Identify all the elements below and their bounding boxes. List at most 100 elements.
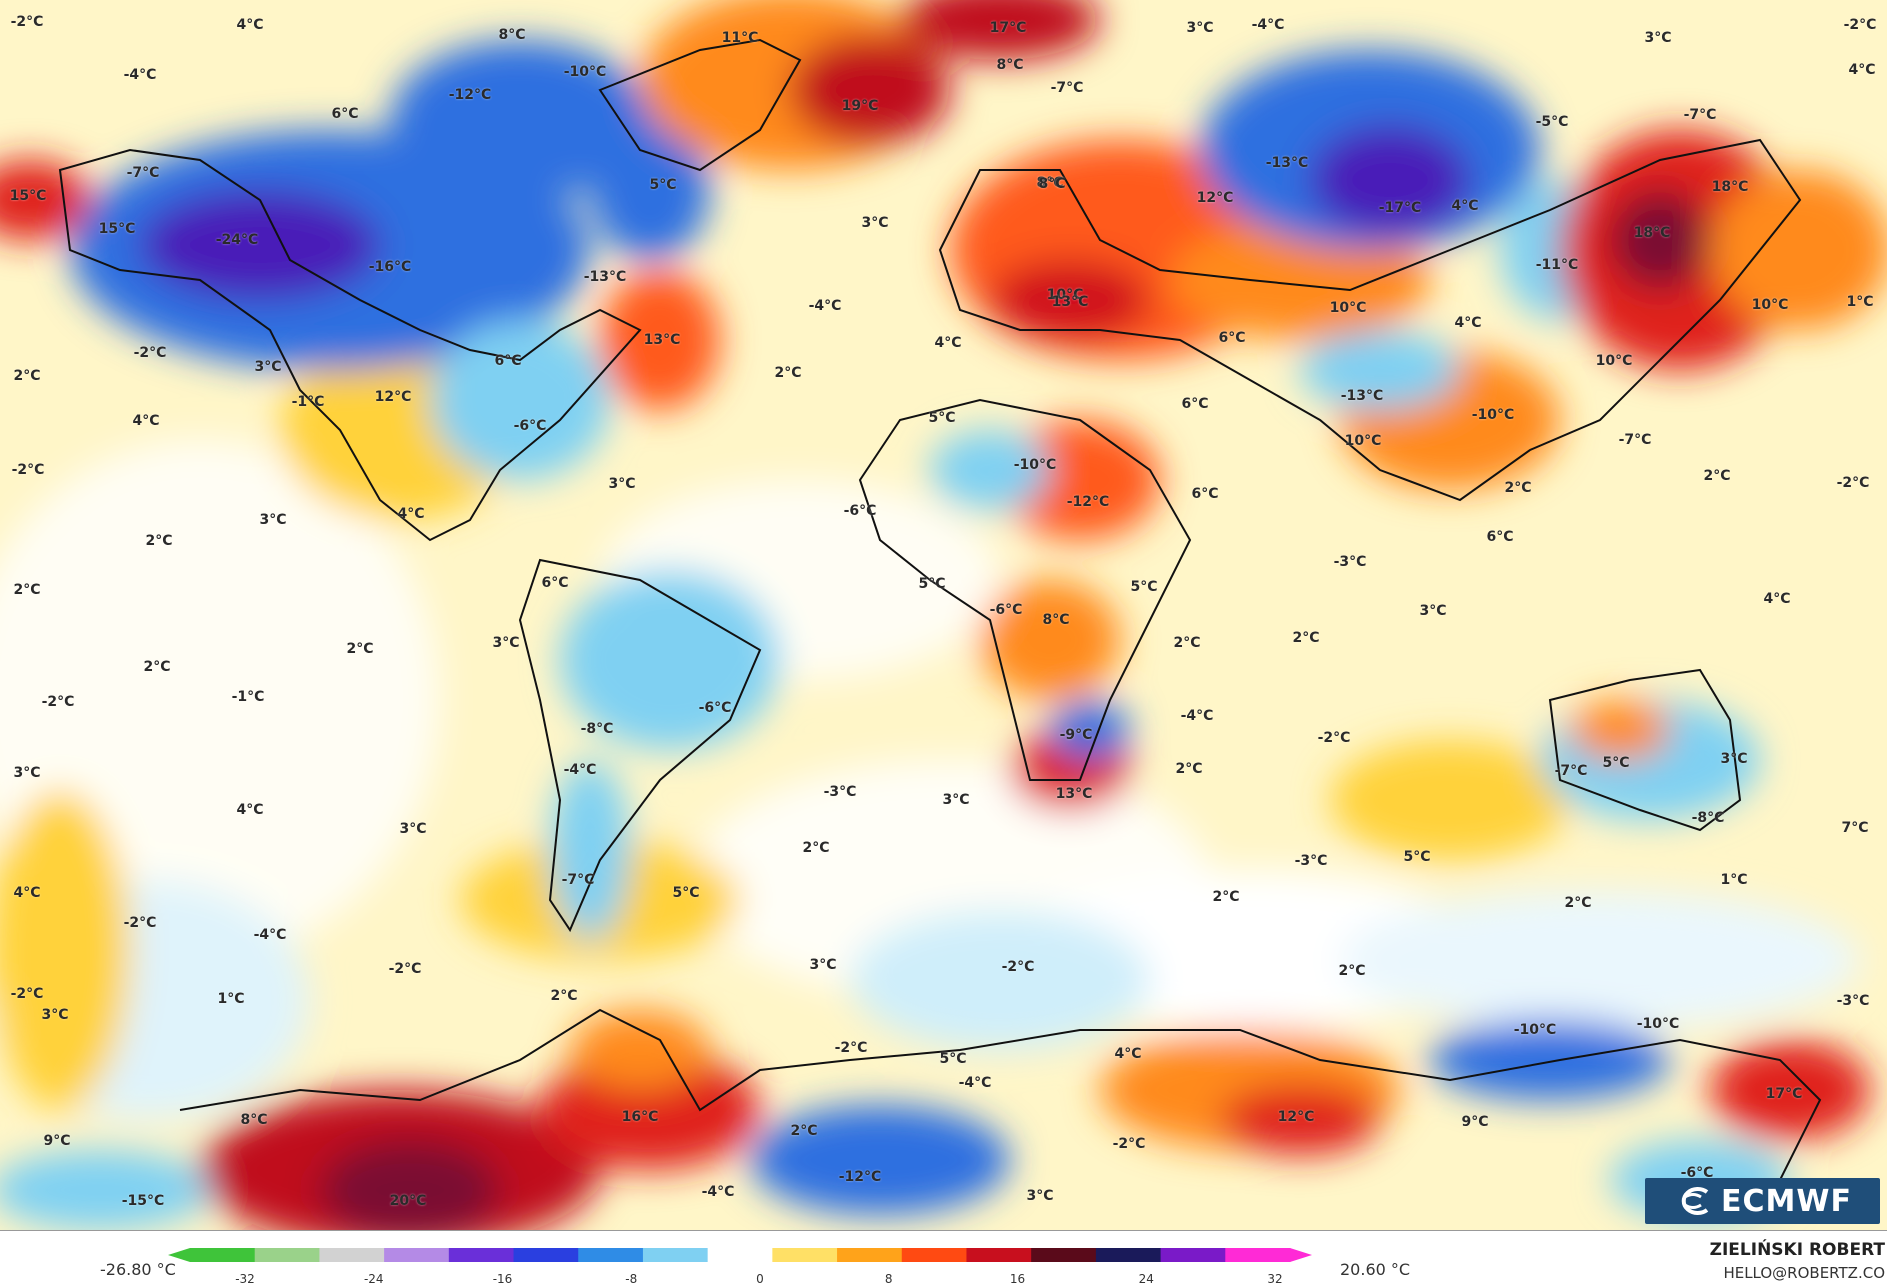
temp-label: 4°C bbox=[236, 802, 264, 818]
temp-label: -6°C bbox=[1680, 1165, 1714, 1181]
temp-label: 17°C bbox=[989, 20, 1027, 36]
temp-label: 15°C bbox=[98, 221, 136, 237]
temp-label: 6°C bbox=[1191, 486, 1219, 502]
temp-label: -2°C bbox=[41, 694, 75, 710]
temp-label: -2°C bbox=[10, 14, 44, 30]
legend-min-label: -26.80 °C bbox=[100, 1260, 176, 1279]
temp-label: 2°C bbox=[13, 582, 41, 598]
temp-label: 12°C bbox=[1196, 190, 1234, 206]
temp-label: -1°C bbox=[231, 689, 265, 705]
temp-label: 1°C bbox=[1846, 294, 1874, 310]
temp-label: 2°C bbox=[13, 368, 41, 384]
temp-label: 2°C bbox=[774, 365, 802, 381]
temp-label: 2°C bbox=[1564, 895, 1592, 911]
coastlines bbox=[58, 38, 1822, 1211]
temp-label: -6°C bbox=[513, 418, 547, 434]
legend-tick-label: 32 bbox=[1267, 1272, 1283, 1286]
temp-label: -11°C bbox=[1535, 257, 1579, 273]
temp-label: 4°C bbox=[1114, 1046, 1142, 1062]
temp-label: 4°C bbox=[397, 506, 425, 522]
legend-tick-label: 24 bbox=[1138, 1272, 1154, 1286]
temp-label: 2°C bbox=[1703, 468, 1731, 484]
temp-label: -2°C bbox=[10, 986, 44, 1002]
temp-label: -2°C bbox=[1112, 1136, 1146, 1152]
temp-label: 6°C bbox=[1181, 396, 1209, 412]
temp-label: 3°C bbox=[861, 215, 889, 231]
temp-label: 4°C bbox=[1454, 315, 1482, 331]
temp-label: 16°C bbox=[621, 1109, 659, 1125]
legend-tick-label: 8 bbox=[884, 1272, 893, 1286]
temp-label: -4°C bbox=[123, 67, 157, 83]
temp-label: 2°C bbox=[802, 840, 830, 856]
temp-label: 3°C bbox=[942, 792, 970, 808]
temp-label: -4°C bbox=[563, 762, 597, 778]
temp-label: 3°C bbox=[809, 957, 837, 973]
temp-label: 8°C bbox=[996, 57, 1024, 73]
temp-label: 9°C bbox=[43, 1133, 71, 1149]
temp-label: -13°C bbox=[1265, 155, 1309, 171]
temp-label: 3°C bbox=[254, 359, 282, 375]
temp-label: -24°C bbox=[215, 232, 259, 248]
temp-label: 2°C bbox=[1292, 630, 1320, 646]
temp-label: 8°C bbox=[1036, 175, 1064, 191]
temp-label: -10°C bbox=[1471, 407, 1515, 423]
temp-label: 2°C bbox=[550, 988, 578, 1004]
footer-bar bbox=[0, 1230, 1887, 1288]
temp-label: 3°C bbox=[399, 821, 427, 837]
temp-label: -6°C bbox=[698, 700, 732, 716]
temp-label: 5°C bbox=[1403, 849, 1431, 865]
temp-label: 5°C bbox=[649, 177, 677, 193]
temp-label: -2°C bbox=[1317, 730, 1351, 746]
temp-label: 18°C bbox=[1633, 225, 1671, 241]
temp-label: -10°C bbox=[563, 64, 607, 80]
temp-label: 6°C bbox=[494, 353, 522, 369]
author-credit: ZIELIŃSKI ROBERT bbox=[1709, 1240, 1885, 1260]
temp-label: -12°C bbox=[1066, 494, 1110, 510]
temp-label: 4°C bbox=[1763, 591, 1791, 607]
temp-label: 19°C bbox=[841, 98, 879, 114]
temp-label: -2°C bbox=[133, 345, 167, 361]
temp-label: -4°C bbox=[1180, 708, 1214, 724]
temp-label: 3°C bbox=[1026, 1188, 1054, 1204]
temp-label: 4°C bbox=[934, 335, 962, 351]
temp-label: -10°C bbox=[1636, 1016, 1680, 1032]
legend-tick-label: -8 bbox=[625, 1272, 638, 1286]
temp-label: 3°C bbox=[1186, 20, 1214, 36]
temp-label: -3°C bbox=[1836, 993, 1870, 1009]
temp-label: -3°C bbox=[1333, 554, 1367, 570]
temp-label: 17°C bbox=[1765, 1086, 1803, 1102]
temp-label: 2°C bbox=[1338, 963, 1366, 979]
temp-label: -9°C bbox=[1059, 727, 1093, 743]
temp-label: 13°C bbox=[1051, 294, 1089, 310]
temp-label: -13°C bbox=[1340, 388, 1384, 404]
temp-label: -6°C bbox=[989, 602, 1023, 618]
temp-label: -4°C bbox=[253, 927, 287, 943]
temp-label: 18°C bbox=[1711, 179, 1749, 195]
ecmwf-logo: ECMWF bbox=[1645, 1178, 1880, 1224]
temp-label: 7°C bbox=[1841, 820, 1869, 836]
temp-label: -2°C bbox=[1001, 959, 1035, 975]
temp-label: -2°C bbox=[1843, 17, 1877, 33]
temp-label: -4°C bbox=[808, 298, 842, 314]
logo-text: ECMWF bbox=[1721, 1183, 1852, 1219]
temp-label: -3°C bbox=[1294, 853, 1328, 869]
ecmwf-logo-icon bbox=[1681, 1187, 1709, 1215]
temp-label: 4°C bbox=[236, 17, 264, 33]
temp-label: 2°C bbox=[1504, 480, 1532, 496]
temperature-map: -2°C 4°C 8°C 11°C 17°C 3°C -4°C 3°C -2°C -4°C -10°… bbox=[0, 0, 1887, 1230]
temp-label: -16°C bbox=[368, 259, 412, 275]
temp-label: 2°C bbox=[1173, 635, 1201, 651]
temp-label: -1°C bbox=[291, 394, 325, 410]
temp-label: -2°C bbox=[123, 915, 157, 931]
temp-label: 15°C bbox=[9, 188, 47, 204]
temp-label: 5°C bbox=[918, 576, 946, 592]
temp-label: 3°C bbox=[13, 765, 41, 781]
temp-label: 13°C bbox=[1055, 786, 1093, 802]
temp-label: -4°C bbox=[958, 1075, 992, 1091]
temp-label: -8°C bbox=[580, 721, 614, 737]
temp-label: 3°C bbox=[1720, 751, 1748, 767]
temp-label: 4°C bbox=[1848, 62, 1876, 78]
temp-label: -17°C bbox=[1378, 200, 1422, 216]
legend-tick-label: 16 bbox=[1009, 1272, 1026, 1286]
temp-label: -7°C bbox=[561, 872, 595, 888]
